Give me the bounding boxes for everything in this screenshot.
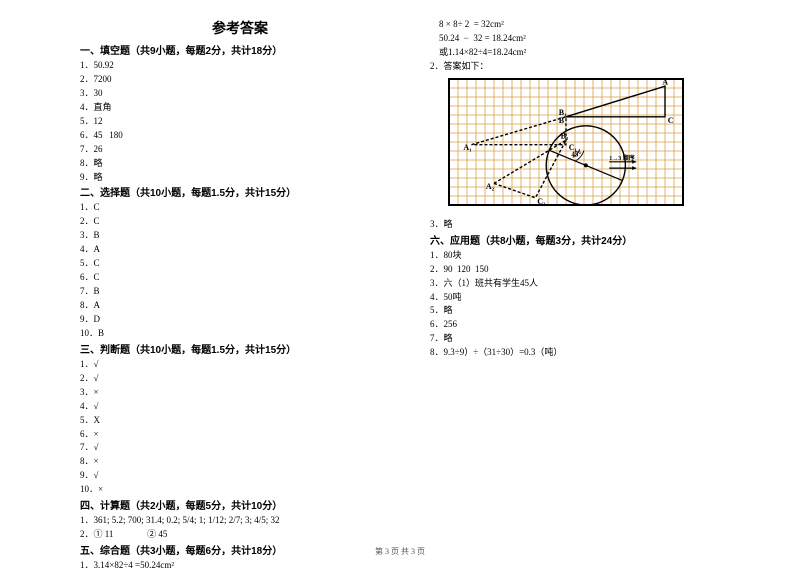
answer-item-7: 8．× — [80, 455, 400, 469]
section-6-head: 六、应用题（共8小题，每题3分，共计24分） — [430, 234, 750, 249]
answer-item-1: 2．90 120 150 — [430, 263, 750, 277]
answer-item-5: 6．45 180 — [80, 129, 400, 143]
answer-item-2: 3．30 — [80, 87, 400, 101]
two-column-layout: 参考答案 一、填空题（共9小题，每题2分，共计18分） 1．50.922．720… — [80, 18, 740, 573]
section-4-head: 四、计算题（共2小题，每题5分，共计10分） — [80, 499, 400, 514]
answer-item-0: 3．略 — [430, 218, 750, 232]
page-footer: 第 3 页 共 3 页 — [0, 546, 800, 557]
answer-item-5: 6．× — [80, 428, 400, 442]
answer-item-8: 9．略 — [80, 171, 400, 185]
section-1-items: 1．50.922．72003．304．直角5．126．45 1807．268．略… — [80, 59, 400, 184]
section-1-head: 一、填空题（共9小题，每题2分，共计18分） — [80, 44, 400, 59]
answer-item-0: 1．√ — [80, 358, 400, 372]
section-4-items: 1．361; 5.2; 700; 31.4; 0.2; 5/4; 1; 1/12… — [80, 514, 400, 542]
answer-item-7: 8．A — [80, 299, 400, 313]
svg-text:1→3 顺序: 1→3 顺序 — [609, 154, 635, 162]
answer-item-3: 4．A — [80, 243, 400, 257]
svg-text:A₂: A₂ — [486, 182, 495, 191]
right-column: 8 × 8÷ 2 = 32cm² 50.24 − 32 = 18.24cm² 或… — [430, 18, 750, 573]
answer-item-1: 2．7200 — [80, 73, 400, 87]
answer-item-6: 7．26 — [80, 143, 400, 157]
answer-item-2: 3．六（1）班共有学生45人 — [430, 277, 750, 291]
section-5-items: 1．3.14×82÷4 =50.24cm² — [80, 559, 400, 573]
section-2-head: 二、选择题（共10小题，每题1.5分，共计15分） — [80, 186, 400, 201]
answer-item-3: 4．直角 — [80, 101, 400, 115]
answer-item-1: 2．① 11 ② 45 — [80, 528, 400, 542]
left-column: 参考答案 一、填空题（共9小题，每题2分，共计18分） 1．50.922．720… — [80, 18, 400, 573]
svg-text:C: C — [668, 116, 674, 125]
answer-item-8: 9．D — [80, 313, 400, 327]
answer-item-5: 6．256 — [430, 318, 750, 332]
s5-post: 3．略 — [430, 218, 750, 232]
answer-item-1: 50.24 − 32 = 18.24cm² — [430, 32, 750, 46]
answer-item-7: 8．9.3÷9）÷（31÷30）=0.3（吨） — [430, 346, 750, 360]
section-2-items: 1．C2．C3．B4．A5．C6．C7．B8．A9．D10．B — [80, 201, 400, 340]
answer-item-4: 5．略 — [430, 304, 750, 318]
answer-item-0: 1．3.14×82÷4 =50.24cm² — [80, 559, 400, 573]
answer-item-3: 4．√ — [80, 400, 400, 414]
answer-item-2: 3．B — [80, 229, 400, 243]
answer-item-5: 6．C — [80, 271, 400, 285]
answer-item-4: 5．C — [80, 257, 400, 271]
answer-item-1: 2．√ — [80, 372, 400, 386]
svg-text:A₁: A₁ — [463, 143, 472, 152]
answer-item-3: 4．50吨 — [430, 291, 750, 305]
answer-item-9: 10．B — [80, 327, 400, 341]
answer-item-9: 10．× — [80, 483, 400, 497]
answer-item-0: 1．50.92 — [80, 59, 400, 73]
answer-item-6: 7．B — [80, 285, 400, 299]
answer-item-7: 8．略 — [80, 157, 400, 171]
page-title: 参考答案 — [80, 18, 400, 38]
answer-item-1: 2．C — [80, 215, 400, 229]
answer-item-3: 2．答案如下： — [430, 60, 750, 74]
svg-text:B₂: B₂ — [561, 131, 569, 140]
svg-text:45°: 45° — [571, 150, 581, 158]
answer-item-4: 5．12 — [80, 115, 400, 129]
answer-item-0: 8 × 8÷ 2 = 32cm² — [430, 18, 750, 32]
page: 参考答案 一、填空题（共9小题，每题2分，共计18分） 1．50.922．720… — [0, 0, 800, 565]
answer-item-0: 1．80块 — [430, 249, 750, 263]
geometry-diagram: BACA₁B₁C₁A₂B₂C₂45°1→3 顺序 — [444, 76, 689, 211]
answer-item-2: 或1.14×82÷4=18.24cm² — [430, 46, 750, 60]
answer-item-0: 1．361; 5.2; 700; 31.4; 0.2; 5/4; 1; 1/12… — [80, 514, 400, 528]
answer-item-6: 7．√ — [80, 441, 400, 455]
svg-text:C₂: C₂ — [537, 197, 546, 206]
answer-item-6: 7．略 — [430, 332, 750, 346]
answer-item-0: 1．C — [80, 201, 400, 215]
section-3-head: 三、判断题（共10小题，每题1.5分，共计15分） — [80, 343, 400, 358]
answer-item-2: 3．× — [80, 386, 400, 400]
answer-item-4: 5．X — [80, 414, 400, 428]
svg-text:B₁: B₁ — [559, 108, 567, 117]
section-6-items: 1．80块2．90 120 1503．六（1）班共有学生45人4．50吨5．略6… — [430, 249, 750, 361]
answer-item-8: 9．√ — [80, 469, 400, 483]
svg-text:A: A — [662, 77, 668, 86]
section-3-items: 1．√2．√3．×4．√5．X6．×7．√8．×9．√10．× — [80, 358, 400, 497]
s5-continuation: 8 × 8÷ 2 = 32cm² 50.24 − 32 = 18.24cm² 或… — [430, 18, 750, 74]
